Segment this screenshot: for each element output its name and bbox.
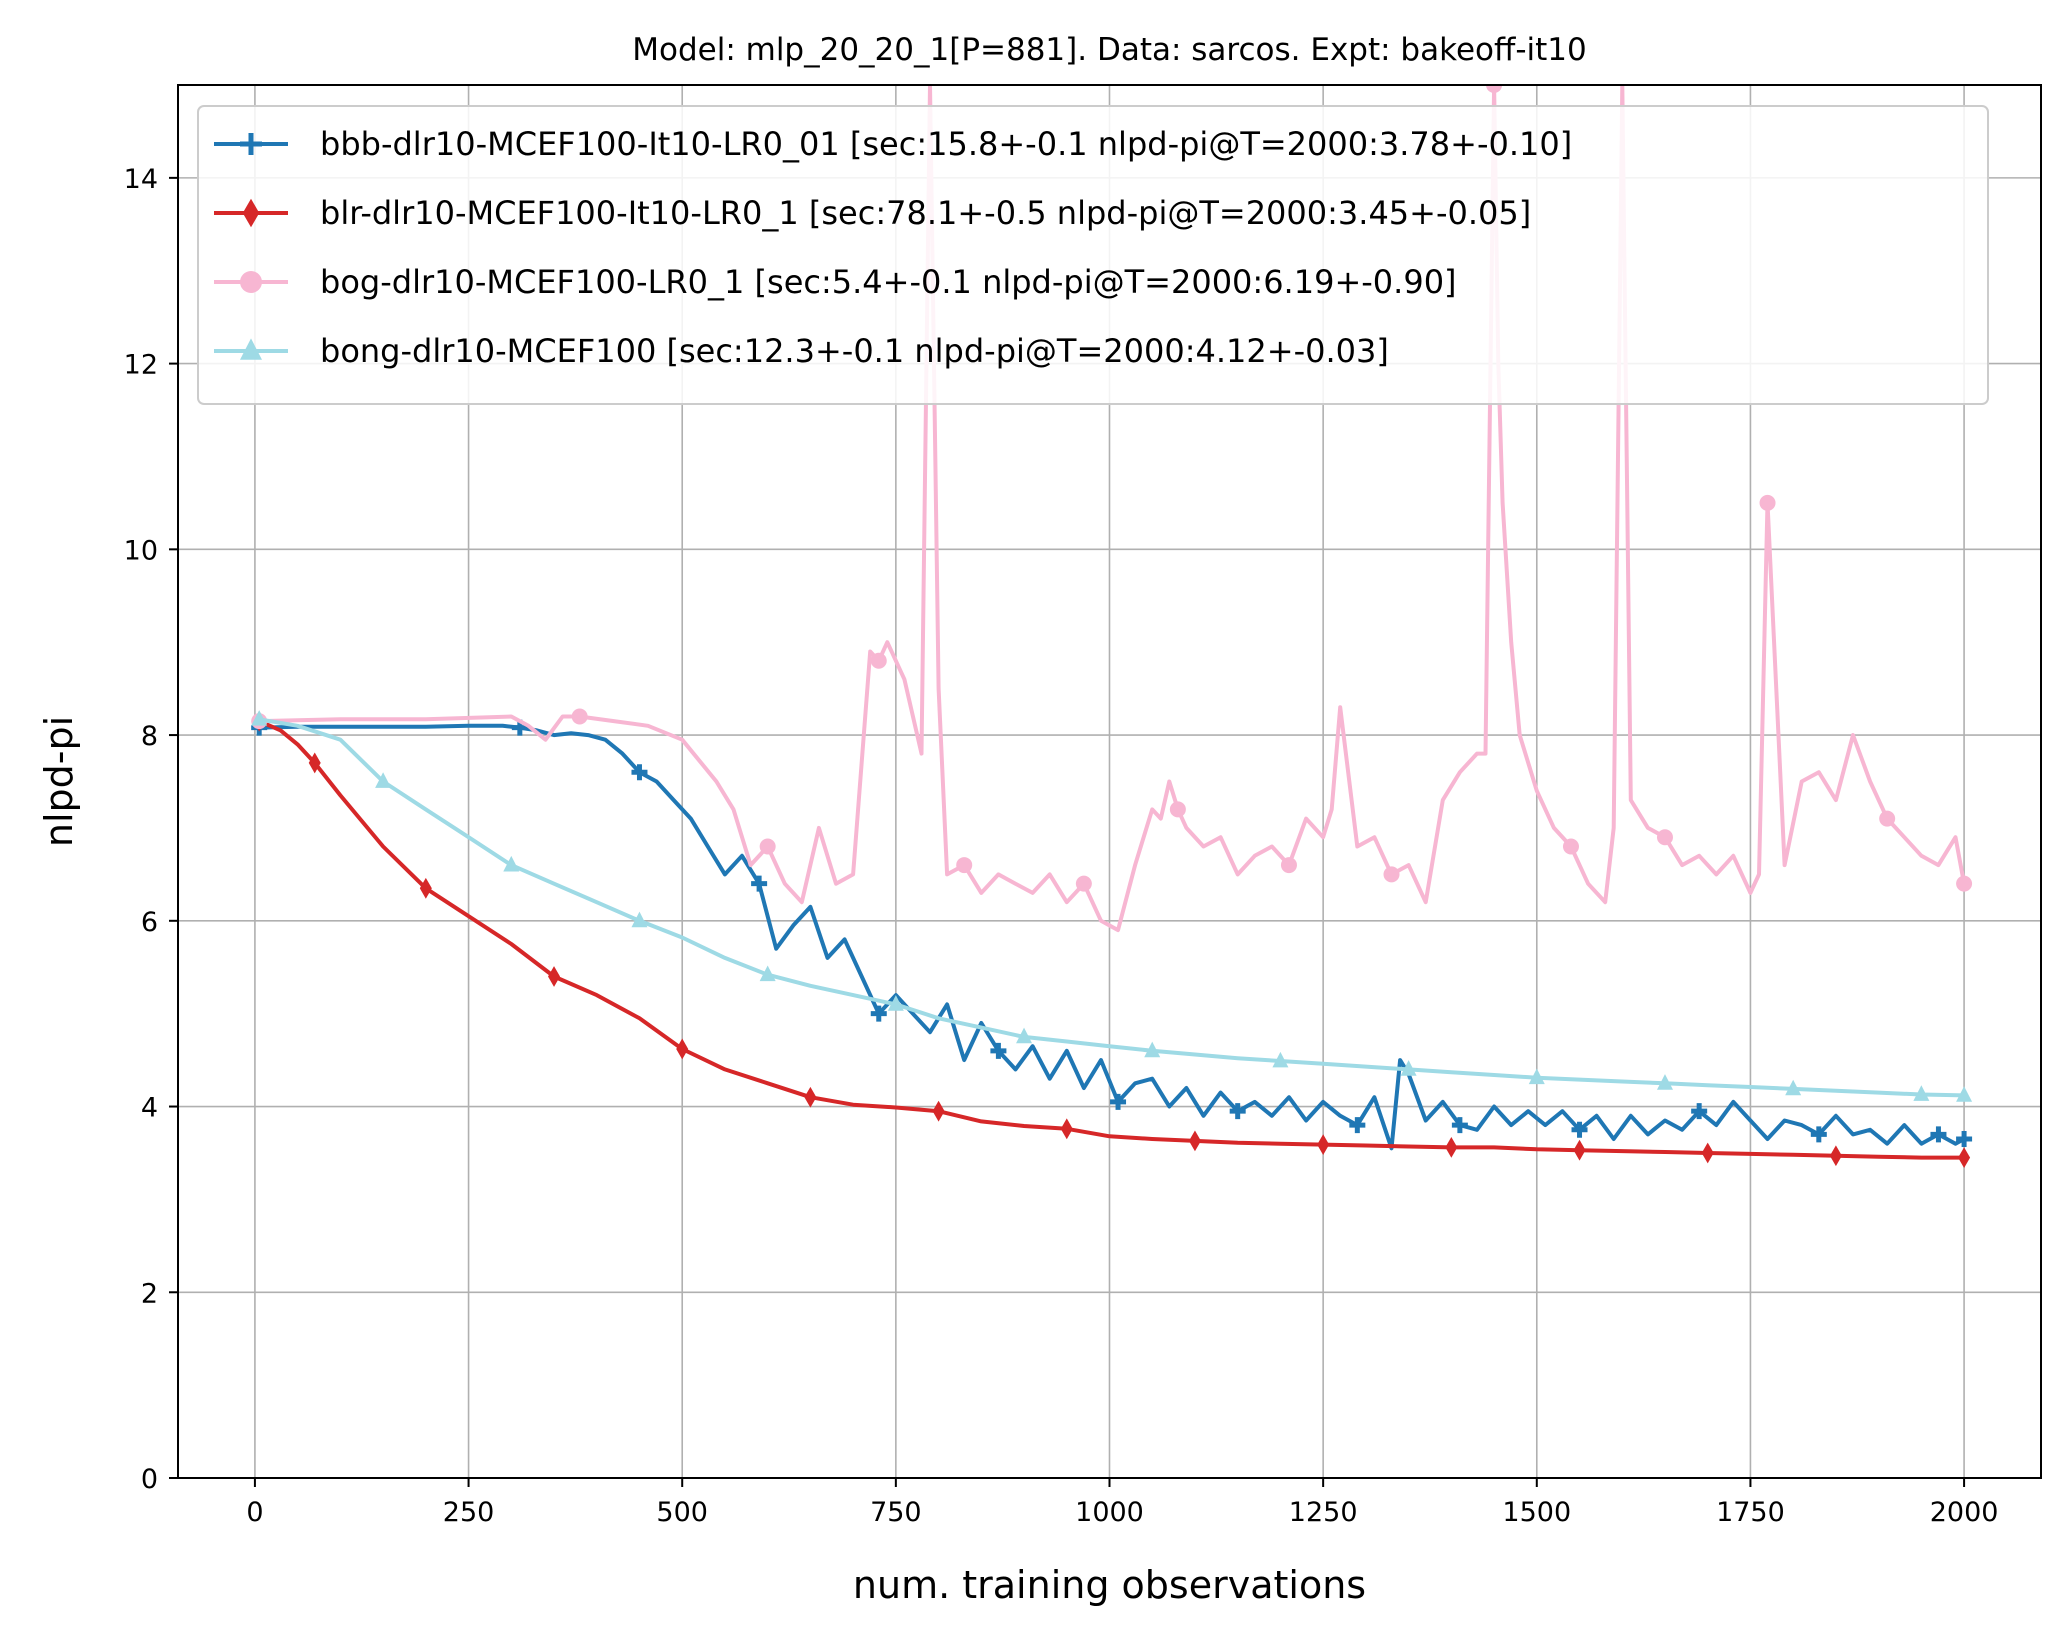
data-point xyxy=(1810,1126,1827,1143)
data-point xyxy=(571,708,588,725)
x-tick-label: 1500 xyxy=(1502,1497,1571,1528)
data-point xyxy=(1451,1117,1468,1134)
series-line xyxy=(259,723,1966,1151)
legend-box xyxy=(197,105,1989,405)
data-point xyxy=(1075,875,1092,892)
data-point xyxy=(1829,1145,1842,1167)
y-tick-label: 2 xyxy=(141,1278,158,1309)
data-point xyxy=(1930,1126,1947,1143)
data-point xyxy=(1144,1041,1161,1058)
data-point xyxy=(419,877,432,899)
x-tick-label: 250 xyxy=(443,1497,495,1528)
data-point xyxy=(870,1005,887,1022)
y-tick-label: 8 xyxy=(141,721,158,752)
legend-label: bong-dlr10-MCEF100 [sec:12.3+-0.1 nlpd-p… xyxy=(320,332,1389,370)
data-point xyxy=(1169,801,1186,818)
x-axis-label: num. training observations xyxy=(853,1563,1366,1607)
data-point xyxy=(1691,1103,1708,1120)
x-tick-label: 1250 xyxy=(1289,1497,1358,1528)
data-point xyxy=(1528,1068,1545,1085)
data-point xyxy=(1060,1118,1073,1140)
y-axis-label: nlpd-pi xyxy=(37,716,81,847)
data-point xyxy=(1573,1139,1586,1161)
legend-label: bog-dlr10-MCEF100-LR0_1 [sec:5.4+-0.1 nl… xyxy=(320,263,1457,301)
data-point xyxy=(759,965,776,982)
data-point xyxy=(932,1100,945,1122)
data-point xyxy=(631,911,648,928)
data-point xyxy=(1486,85,1503,93)
data-point xyxy=(1956,1086,1973,1102)
data-point xyxy=(1383,866,1400,883)
data-point xyxy=(1958,1147,1971,1169)
data-point xyxy=(1656,829,1673,846)
data-point xyxy=(1110,1093,1127,1110)
data-point xyxy=(1759,494,1776,511)
series-line xyxy=(259,85,1967,933)
x-tick-label: 750 xyxy=(870,1497,922,1528)
y-tick-label: 12 xyxy=(124,350,158,381)
data-point xyxy=(887,995,904,1011)
data-point xyxy=(804,1086,817,1108)
legend: bbb-dlr10-MCEF100-It10-LR0_01 [sec:15.8+… xyxy=(197,105,1989,405)
data-point xyxy=(759,838,776,855)
y-tick-label: 6 xyxy=(141,907,158,938)
data-point xyxy=(1879,810,1896,827)
chart-title: Model: mlp_20_20_1[P=881]. Data: sarcos.… xyxy=(632,32,1587,68)
x-tick-label: 2000 xyxy=(1930,1497,1999,1528)
legend-item: bong-dlr10-MCEF100 [sec:12.3+-0.1 nlpd-p… xyxy=(214,332,1389,370)
data-point xyxy=(631,764,648,781)
data-point xyxy=(1400,1060,1417,1076)
data-point xyxy=(1016,1027,1033,1044)
data-point xyxy=(1913,1085,1930,1101)
x-tick-label: 1000 xyxy=(1075,1497,1144,1528)
data-point xyxy=(1701,1142,1714,1164)
legend-marker xyxy=(240,271,262,293)
y-tick-label: 4 xyxy=(141,1093,158,1124)
data-point xyxy=(1317,1134,1330,1156)
data-point xyxy=(1562,838,1579,855)
data-point xyxy=(751,875,768,892)
data-point xyxy=(676,1038,689,1060)
data-point xyxy=(1956,1131,1973,1148)
y-tick-label: 0 xyxy=(141,1464,158,1495)
data-point xyxy=(251,710,268,726)
data-point xyxy=(1280,857,1297,874)
data-point xyxy=(1229,1103,1246,1120)
data-point xyxy=(990,1042,1007,1059)
legend-label: bbb-dlr10-MCEF100-It10-LR0_01 [sec:15.8+… xyxy=(320,125,1572,163)
series-diamond xyxy=(253,710,1971,1169)
legend-label: blr-dlr10-MCEF100-It10-LR0_1 [sec:78.1+-… xyxy=(320,194,1531,232)
legend-marker xyxy=(242,198,260,228)
legend-item: blr-dlr10-MCEF100-It10-LR0_1 [sec:78.1+-… xyxy=(214,194,1531,232)
legend-item: bog-dlr10-MCEF100-LR0_1 [sec:5.4+-0.1 nl… xyxy=(214,263,1457,301)
data-point xyxy=(1956,875,1973,892)
data-point xyxy=(548,966,561,987)
y-tick-label: 14 xyxy=(124,164,158,195)
series-triangle xyxy=(251,710,1973,1102)
data-point xyxy=(956,857,973,874)
x-tick-label: 0 xyxy=(246,1497,263,1528)
data-point xyxy=(503,855,520,872)
series-line xyxy=(258,717,1965,1098)
data-point xyxy=(870,652,887,669)
series-plus xyxy=(251,719,1973,1151)
data-point xyxy=(308,752,321,774)
series-layer xyxy=(251,85,1973,1169)
x-tick-label: 500 xyxy=(656,1497,708,1528)
legend-marker xyxy=(240,133,262,155)
data-point xyxy=(1349,1117,1366,1134)
data-point xyxy=(1188,1130,1201,1152)
ticks: 0 250 500 750 1000 1250 1500 1750 2000 0 2 4 6 8 10 12 1… xyxy=(124,164,1999,1528)
data-point xyxy=(1785,1079,1802,1096)
y-tick-label: 10 xyxy=(124,535,158,566)
legend-marker xyxy=(240,338,262,360)
data-point xyxy=(375,772,392,788)
x-tick-label: 1750 xyxy=(1716,1497,1785,1528)
data-point xyxy=(1571,1121,1588,1138)
data-point xyxy=(1656,1074,1673,1090)
data-point xyxy=(1272,1051,1289,1068)
legend-item: bbb-dlr10-MCEF100-It10-LR0_01 [sec:15.8+… xyxy=(214,125,1572,163)
data-point xyxy=(1445,1136,1458,1158)
